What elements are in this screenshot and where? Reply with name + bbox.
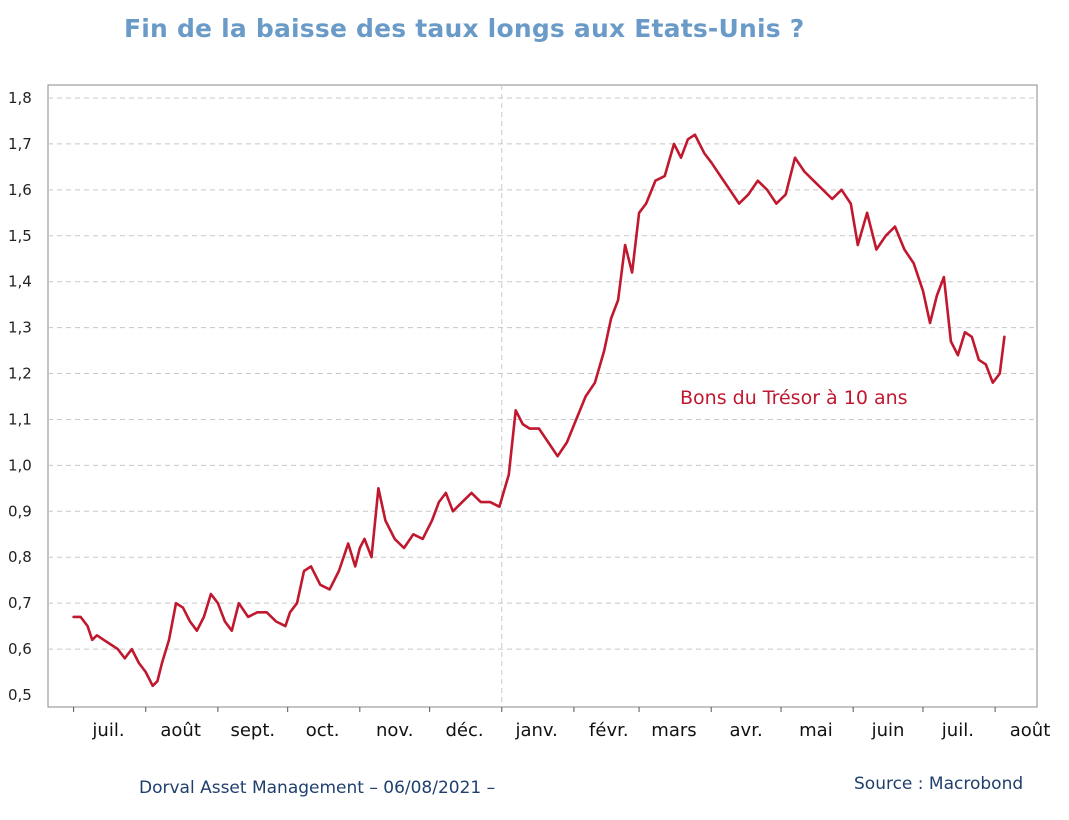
x-tick-label: déc. <box>445 720 483 741</box>
axes: 0,5 0,6 0,7 0,8 0,9 1,0 1,1 1,2 1,3 1,4 1,5 1,6 1,7 1… <box>8 89 1050 741</box>
y-tick-label: 0,5 <box>8 686 32 704</box>
footer-source: Source : Macrobond <box>854 774 1024 794</box>
y-tick-label: 1,4 <box>8 273 32 291</box>
y-tick-label: 1,2 <box>8 365 32 383</box>
x-tick-label: sept. <box>230 720 275 741</box>
x-tick-label: oct. <box>306 720 340 741</box>
x-tick-label: août <box>160 720 201 741</box>
x-tick-label: avr. <box>730 720 763 741</box>
chart-title: Fin de la baisse des taux longs aux Etat… <box>124 14 805 43</box>
x-tick-label: janv. <box>514 720 557 741</box>
y-tick-label: 1,1 <box>8 410 32 428</box>
x-tick-label: mai <box>799 720 833 741</box>
x-tick-label: août <box>1010 720 1051 741</box>
x-tick-label: mars <box>651 720 696 741</box>
y-tick-label: 1,5 <box>8 227 32 245</box>
x-tick-label: juin <box>871 720 905 741</box>
y-tick-label: 0,6 <box>8 640 32 658</box>
x-tick-label: juil. <box>941 720 974 741</box>
y-tick-label: 1,7 <box>8 135 32 153</box>
gridlines <box>48 85 1037 707</box>
x-tick-label: juil. <box>91 720 124 741</box>
y-tick-label: 1,3 <box>8 319 32 337</box>
footer-credit: Dorval Asset Management – 06/08/2021 – <box>139 778 496 798</box>
x-tick-label: nov. <box>376 720 413 741</box>
series-line <box>72 133 1006 688</box>
y-tick-label: 0,9 <box>8 502 32 520</box>
y-tick-label: 1,6 <box>8 181 32 199</box>
series-annotation: Bons du Trésor à 10 ans <box>680 387 908 409</box>
y-tick-label: 1,8 <box>8 89 32 107</box>
x-tick-label: févr. <box>589 720 629 741</box>
series-layer <box>72 133 1006 688</box>
y-tick-label: 0,7 <box>8 594 32 612</box>
y-tick-label: 0,8 <box>8 548 32 566</box>
y-tick-label: 1,0 <box>8 456 32 474</box>
